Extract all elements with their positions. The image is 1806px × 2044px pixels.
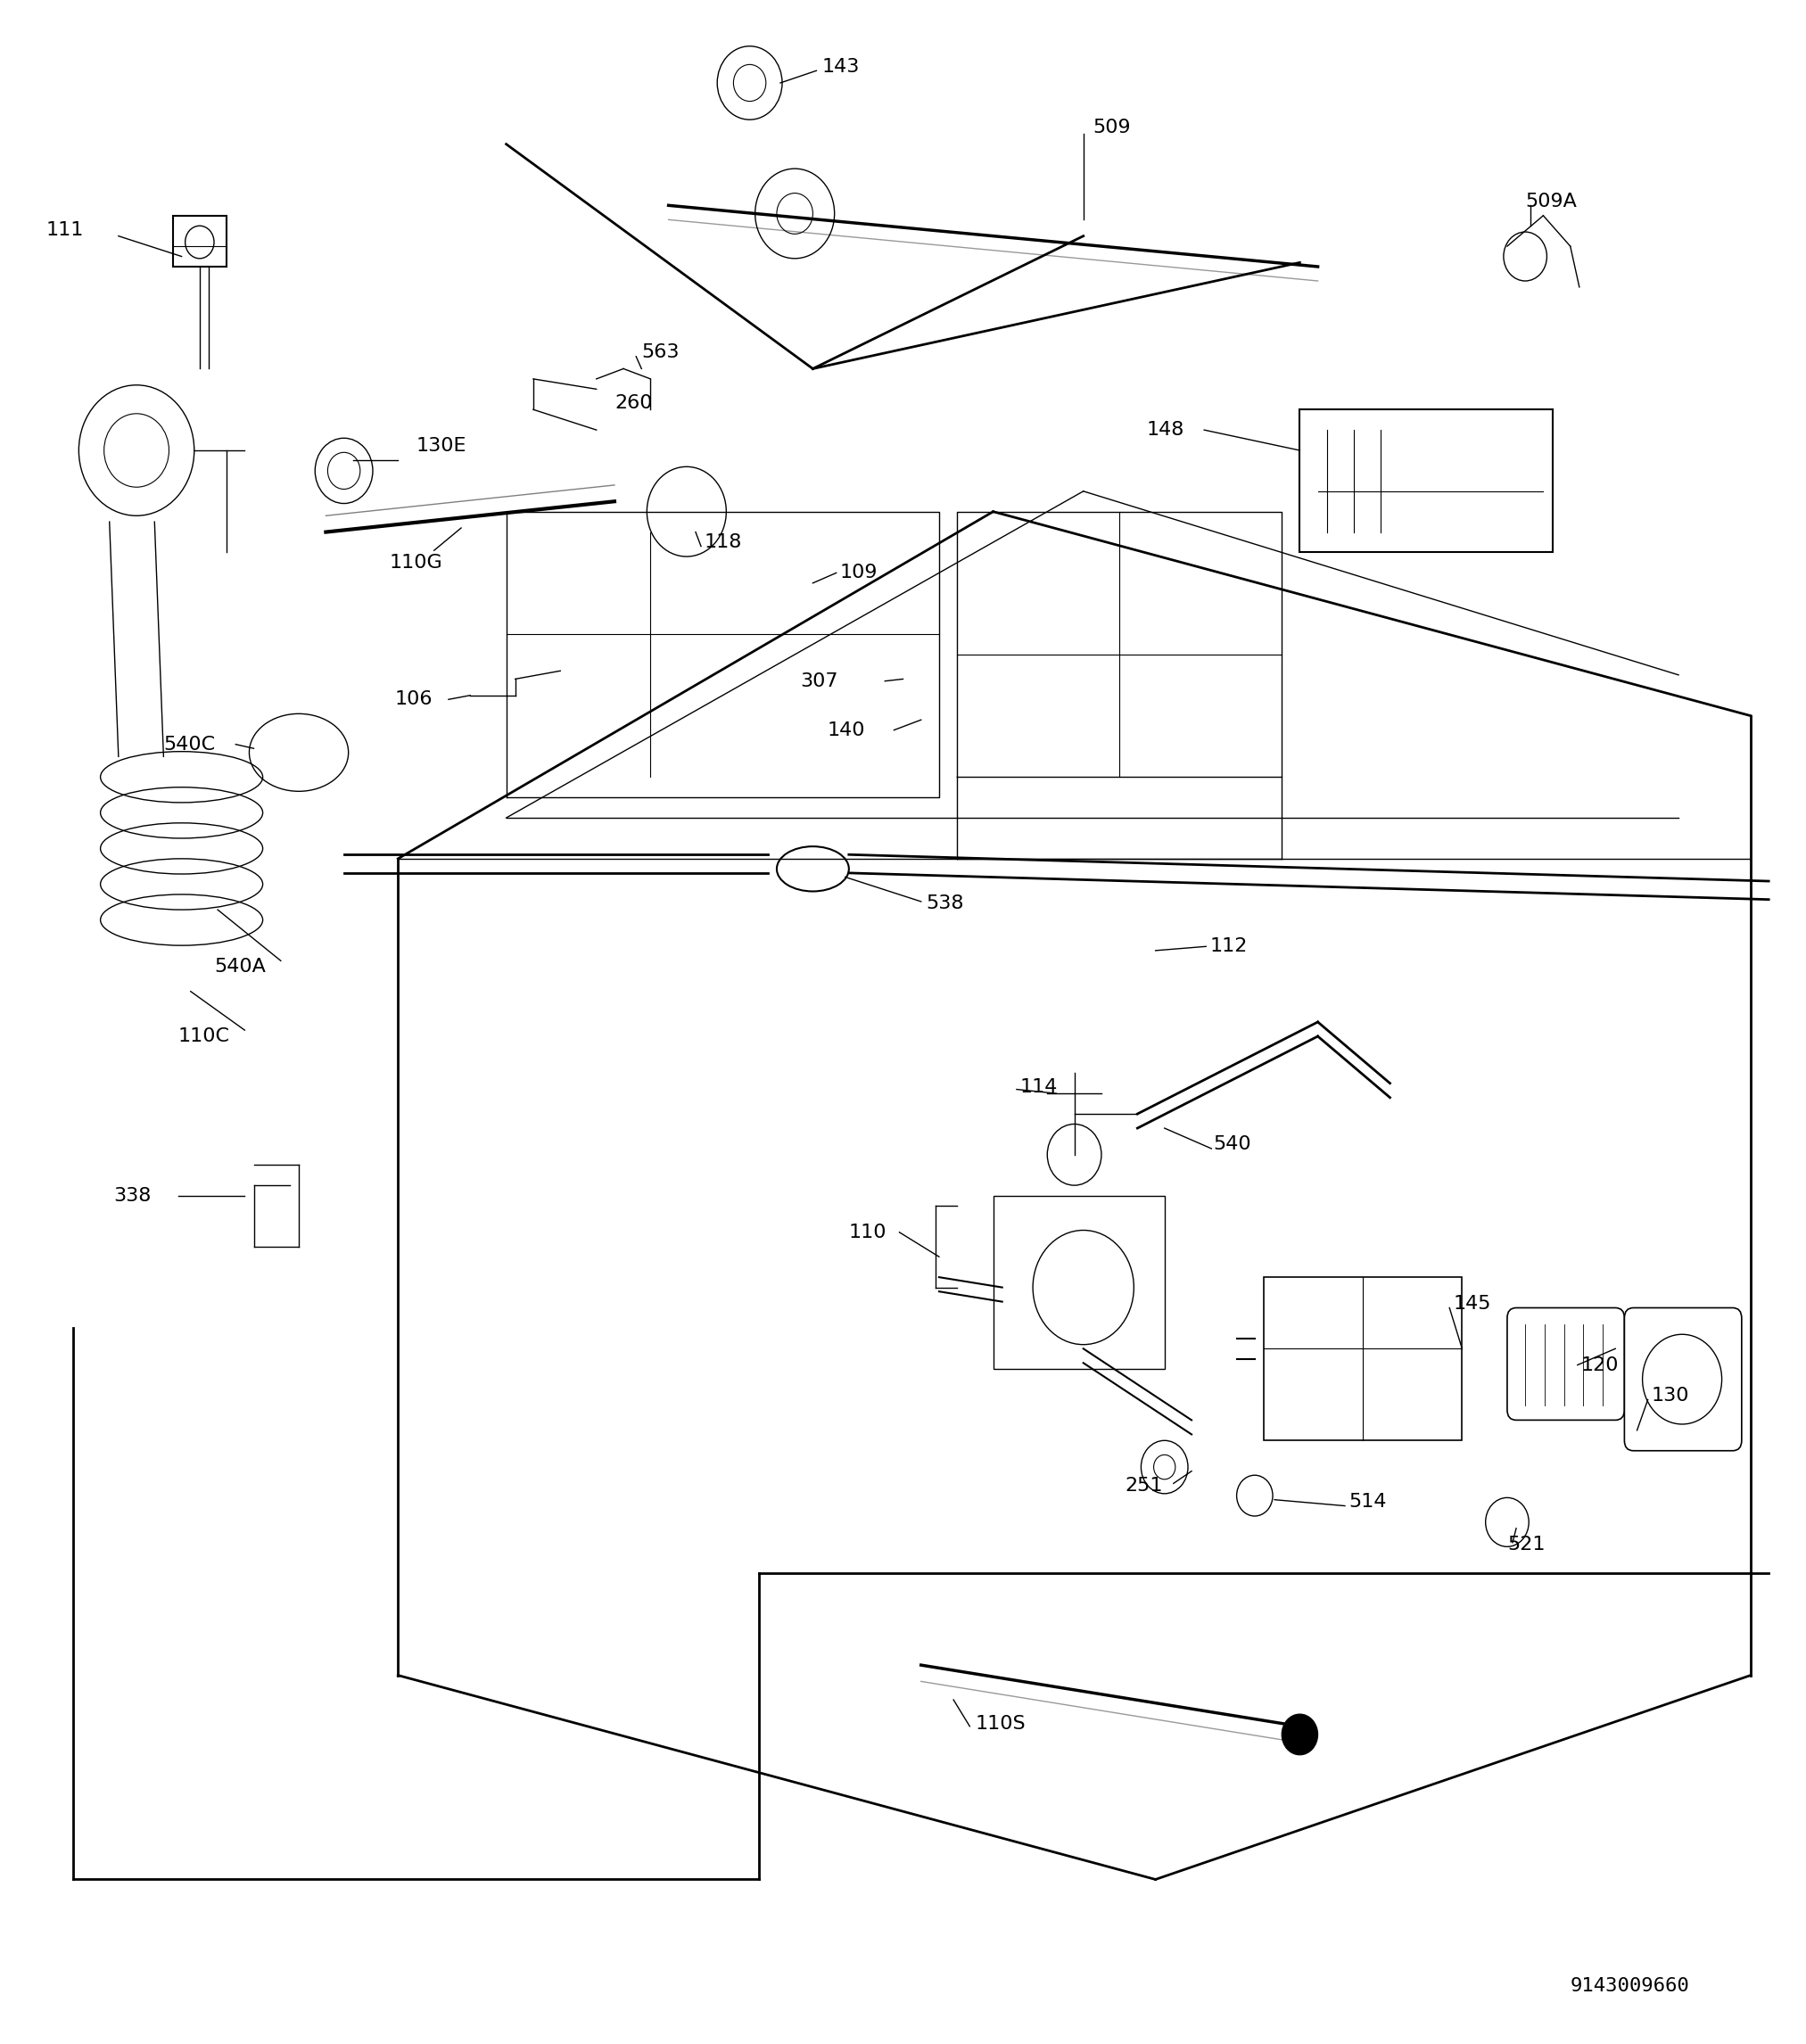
Text: 514: 514 <box>1349 1492 1387 1511</box>
Text: 540: 540 <box>1214 1136 1252 1153</box>
Text: 110G: 110G <box>388 554 442 572</box>
Text: 251: 251 <box>1125 1476 1163 1494</box>
FancyBboxPatch shape <box>1300 409 1553 552</box>
Text: 110S: 110S <box>975 1715 1026 1733</box>
Text: 540C: 540C <box>164 736 215 754</box>
FancyBboxPatch shape <box>1624 1308 1741 1451</box>
Text: 148: 148 <box>1147 421 1185 439</box>
Text: 111: 111 <box>47 221 85 239</box>
Text: 109: 109 <box>840 564 878 583</box>
Text: 540A: 540A <box>215 959 265 975</box>
FancyBboxPatch shape <box>1264 1278 1463 1441</box>
Text: 145: 145 <box>1454 1294 1492 1312</box>
Text: 521: 521 <box>1508 1535 1546 1553</box>
Text: 338: 338 <box>114 1188 152 1204</box>
Text: 260: 260 <box>614 394 652 413</box>
Circle shape <box>1282 1715 1318 1756</box>
Text: 106: 106 <box>394 691 432 709</box>
Text: 120: 120 <box>1580 1355 1618 1374</box>
Text: 130E: 130E <box>415 437 466 456</box>
Text: 509A: 509A <box>1526 192 1577 211</box>
Text: 538: 538 <box>926 895 964 912</box>
FancyBboxPatch shape <box>173 215 228 266</box>
Text: 307: 307 <box>800 672 838 691</box>
FancyBboxPatch shape <box>993 1196 1165 1369</box>
Text: 110: 110 <box>849 1224 887 1241</box>
Text: 114: 114 <box>1020 1079 1058 1096</box>
Text: 563: 563 <box>641 343 679 362</box>
FancyBboxPatch shape <box>1508 1308 1624 1421</box>
Text: 143: 143 <box>822 57 860 76</box>
Text: 112: 112 <box>1210 938 1248 955</box>
Text: 118: 118 <box>704 533 742 552</box>
Text: 509: 509 <box>1093 119 1131 137</box>
Text: 140: 140 <box>827 722 865 740</box>
Text: 130: 130 <box>1651 1386 1689 1404</box>
Text: 9143009660: 9143009660 <box>1569 1977 1690 1995</box>
Text: 110C: 110C <box>179 1028 229 1044</box>
